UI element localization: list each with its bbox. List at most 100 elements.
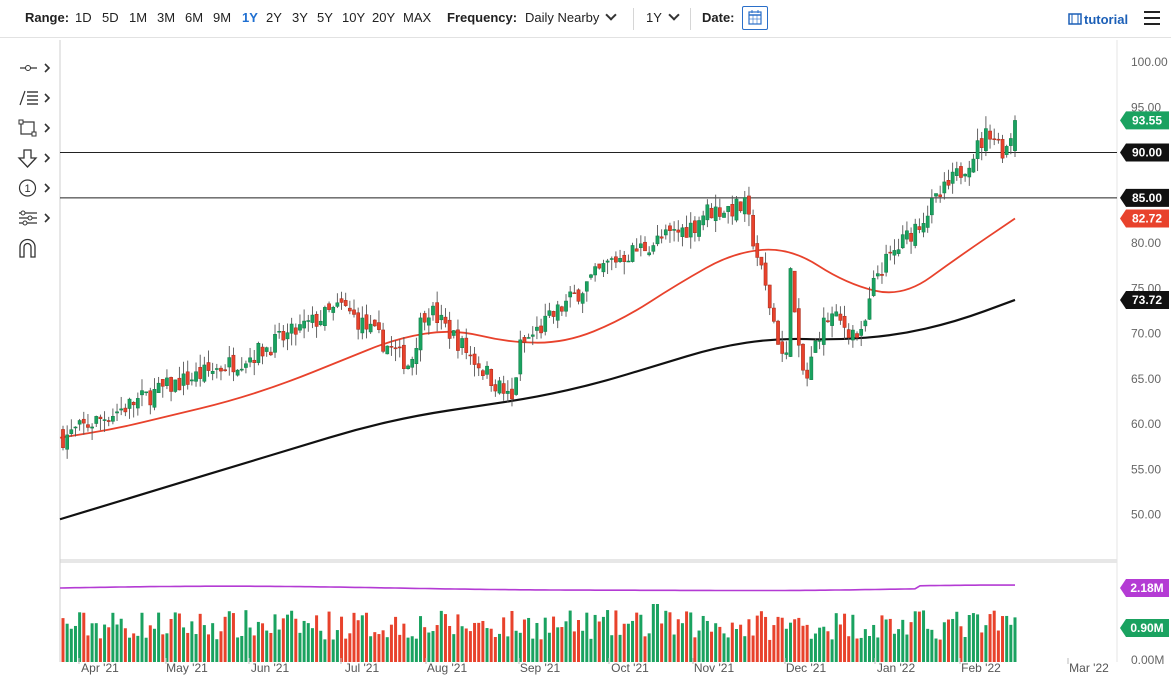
candle-down[interactable] <box>86 424 90 428</box>
volume-bar[interactable] <box>552 616 556 662</box>
candle-up[interactable] <box>830 313 834 326</box>
volume-bar[interactable] <box>718 626 722 662</box>
volume-bar[interactable] <box>967 614 971 662</box>
candle-up[interactable] <box>127 398 132 409</box>
candle-down[interactable] <box>364 314 369 330</box>
candle-up[interactable] <box>102 419 107 421</box>
volume-bar[interactable] <box>764 616 768 662</box>
candle-up[interactable] <box>227 357 232 368</box>
volume-bar[interactable] <box>830 639 834 662</box>
candle-up[interactable] <box>368 323 373 333</box>
moving-average-slow[interactable] <box>59 298 1016 521</box>
volume-bar[interactable] <box>165 633 169 662</box>
candle-down[interactable] <box>738 201 743 212</box>
volume-bar[interactable] <box>410 636 414 662</box>
candle-down[interactable] <box>560 306 564 312</box>
volume-bar[interactable] <box>227 611 231 662</box>
volume-bar[interactable] <box>144 637 148 662</box>
volume-bar[interactable] <box>639 614 643 662</box>
candle-down[interactable] <box>780 341 785 354</box>
candle-up[interactable] <box>497 380 502 394</box>
volume-bar[interactable] <box>202 625 206 662</box>
volume-bar[interactable] <box>173 612 177 662</box>
candle-up[interactable] <box>900 234 905 249</box>
volume-bar[interactable] <box>734 629 738 662</box>
volume-bar[interactable] <box>601 616 605 662</box>
volume-bar[interactable] <box>680 623 684 662</box>
volume-bar[interactable] <box>90 623 94 662</box>
volume-bar[interactable] <box>747 619 751 662</box>
candle-down[interactable] <box>481 370 485 376</box>
menu-icon[interactable] <box>1144 11 1160 25</box>
volume-bar[interactable] <box>323 639 327 662</box>
volume-bar[interactable] <box>930 629 934 662</box>
candle-up[interactable] <box>439 314 444 321</box>
candle-down[interactable] <box>206 362 211 371</box>
candle-up[interactable] <box>639 243 643 248</box>
candle-up[interactable] <box>156 382 161 393</box>
candle-down[interactable] <box>888 251 893 254</box>
candle-down[interactable] <box>422 313 427 323</box>
volume-bar[interactable] <box>759 611 763 662</box>
candle-up[interactable] <box>526 337 531 339</box>
volume-bar[interactable] <box>335 630 339 662</box>
candle-up[interactable] <box>451 330 456 336</box>
candle-up[interactable] <box>194 371 198 382</box>
candle-up[interactable] <box>742 197 747 215</box>
candle-up[interactable] <box>235 369 240 376</box>
volume-bar[interactable] <box>419 616 423 662</box>
volume-bar[interactable] <box>664 610 668 662</box>
candle-up[interactable] <box>942 181 947 194</box>
volume-bar[interactable] <box>626 623 630 662</box>
volume-bar[interactable] <box>631 620 635 662</box>
candle-down[interactable] <box>185 371 190 385</box>
volume-bar[interactable] <box>169 618 173 662</box>
volume-bar[interactable] <box>140 612 144 662</box>
volume-bar[interactable] <box>963 636 967 662</box>
volume-bar[interactable] <box>514 630 518 662</box>
volume-bar[interactable] <box>389 624 393 662</box>
volume-bar[interactable] <box>901 619 905 662</box>
volume-bar[interactable] <box>306 623 310 662</box>
candle-down[interactable] <box>472 353 477 365</box>
candle-up[interactable] <box>713 206 718 222</box>
tutorial-link[interactable]: tutorial <box>1068 12 1128 27</box>
candle-up[interactable] <box>414 348 419 365</box>
candle-up[interactable] <box>360 317 365 334</box>
candle-up[interactable] <box>984 128 988 152</box>
candle-up[interactable] <box>244 363 248 368</box>
volume-bar[interactable] <box>485 628 489 662</box>
volume-bar[interactable] <box>560 627 564 662</box>
fib-tool[interactable] <box>17 88 53 110</box>
candle-down[interactable] <box>339 298 344 303</box>
candle-down[interactable] <box>572 292 577 294</box>
volume-bar[interactable] <box>369 636 373 662</box>
volume-bar[interactable] <box>818 627 822 662</box>
volume-bar[interactable] <box>685 611 689 662</box>
volume-bar[interactable] <box>772 625 776 662</box>
candle-down[interactable] <box>992 138 997 141</box>
candle-down[interactable] <box>622 254 627 262</box>
candle-up[interactable] <box>589 274 593 278</box>
volume-bar[interactable] <box>473 622 477 662</box>
volume-bar[interactable] <box>423 627 427 662</box>
candle-up[interactable] <box>784 352 789 355</box>
candle-up[interactable] <box>69 429 74 434</box>
candle-up[interactable] <box>518 339 523 375</box>
candle-down[interactable] <box>614 256 618 263</box>
candle-down[interactable] <box>131 401 136 406</box>
candle-up[interactable] <box>896 249 901 254</box>
candle-down[interactable] <box>501 383 506 394</box>
volume-bar[interactable] <box>331 639 335 662</box>
volume-bar[interactable] <box>880 615 884 662</box>
candle-up[interactable] <box>605 260 610 263</box>
line-tool[interactable] <box>17 58 53 80</box>
volume-bar[interactable] <box>231 613 235 662</box>
candle-down[interactable] <box>755 243 760 258</box>
volume-bar[interactable] <box>618 634 622 662</box>
volume-bar[interactable] <box>148 625 152 662</box>
candle-up[interactable] <box>647 252 652 256</box>
volume-bar[interactable] <box>522 619 526 662</box>
volume-bar[interactable] <box>755 615 759 662</box>
candle-down[interactable] <box>198 367 203 379</box>
